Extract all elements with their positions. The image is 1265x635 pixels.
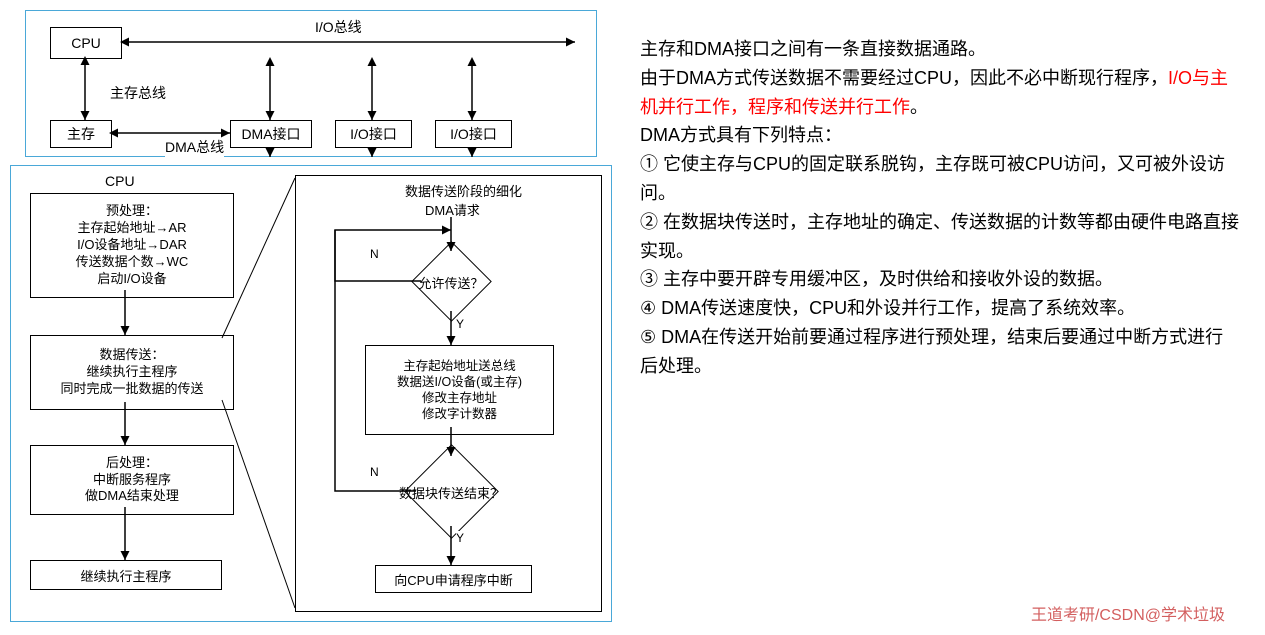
op-l3: 修改主存地址 bbox=[422, 390, 497, 406]
op-l1: 主存起始地址送总线 bbox=[403, 358, 516, 374]
pre-l2: 主存起始地址→AR bbox=[77, 220, 186, 237]
mem-box: 主存 bbox=[50, 120, 112, 148]
pre-l1: 预处理： bbox=[106, 203, 158, 220]
io-bus-label: I/O总线 bbox=[315, 17, 362, 37]
xfer-l1: 数据传送： bbox=[99, 347, 164, 364]
dma-if-box: DMA接口 bbox=[230, 120, 312, 148]
xfer-l3: 同时完成一批数据的传送 bbox=[60, 381, 203, 398]
i2: ② 在数据块传送时，主存地址的确定、传送数据的计数等都由硬件电路直接实现。 bbox=[640, 208, 1240, 266]
io-if2-box: I/O接口 bbox=[435, 120, 512, 148]
footer-watermark: 王道考研/CSDN@学术垃圾 bbox=[1031, 601, 1225, 625]
mem-bus-label: 主存总线 bbox=[110, 83, 166, 103]
i3: ③ 主存中要开辟专用缓冲区，及时供给和接收外设的数据。 bbox=[640, 265, 1240, 294]
done-n: N bbox=[370, 465, 379, 479]
p1c: 。 bbox=[910, 97, 928, 117]
op-l4: 修改字计数器 bbox=[422, 406, 497, 422]
done-y: Y bbox=[456, 531, 464, 545]
post-l1: 后处理： bbox=[106, 455, 158, 472]
para1: 主存和DMA接口之间有一条直接数据通路。 由于DMA方式传送数据不需要经过CPU… bbox=[640, 35, 1240, 121]
post-box: 后处理： 中断服务程序 做DMA结束处理 bbox=[30, 445, 234, 515]
post-l3: 做DMA结束处理 bbox=[85, 488, 179, 505]
xfer-box: 数据传送： 继续执行主程序 同时完成一批数据的传送 bbox=[30, 335, 234, 410]
left-flow-title: CPU bbox=[105, 173, 135, 189]
pre-l5: 启动I/O设备 bbox=[97, 271, 166, 288]
pre-l4: 传送数据个数→WC bbox=[76, 254, 189, 271]
cont-box: 继续执行主程序 bbox=[30, 560, 222, 590]
dma-req-label: DMA请求 bbox=[425, 200, 480, 219]
p1b: 由于DMA方式传送数据不需要经过CPU，因此不必中断现行程序， bbox=[640, 68, 1168, 88]
xfer-l2: 继续执行主程序 bbox=[86, 364, 177, 381]
post-l2: 中断服务程序 bbox=[93, 472, 171, 489]
op-box: 主存起始地址送总线 数据送I/O设备(或主存) 修改主存地址 修改字计数器 bbox=[365, 345, 554, 435]
i4: ④ DMA传送速度快，CPU和外设并行工作，提高了系统效率。 bbox=[640, 294, 1240, 323]
explanation-text: 主存和DMA接口之间有一条直接数据通路。 由于DMA方式传送数据不需要经过CPU… bbox=[640, 35, 1240, 381]
dma-bus-label: DMA总线 bbox=[165, 137, 224, 157]
pre-l3: I/O设备地址→DAR bbox=[77, 237, 187, 254]
allow-diamond-label: 允许传送？ bbox=[391, 273, 511, 292]
op-l2: 数据送I/O设备(或主存) bbox=[397, 374, 522, 390]
allow-y: Y bbox=[456, 317, 464, 331]
p2: DMA方式具有下列特点： bbox=[640, 121, 1240, 150]
irq-box: 向CPU申请程序中断 bbox=[375, 565, 532, 593]
i5: ⑤ DMA在传送开始前要通过程序进行预处理，结束后要通过中断方式进行后处理。 bbox=[640, 323, 1240, 381]
p1a: 主存和DMA接口之间有一条直接数据通路。 bbox=[640, 39, 986, 59]
done-diamond-label: 数据块传送结束？ bbox=[391, 483, 511, 502]
io-if1-box: I/O接口 bbox=[335, 120, 412, 148]
cpu-box: CPU bbox=[50, 27, 122, 59]
pre-box: 预处理： 主存起始地址→AR I/O设备地址→DAR 传送数据个数→WC 启动I… bbox=[30, 193, 234, 298]
right-flow-title: 数据传送阶段的细化 bbox=[405, 181, 522, 200]
allow-n: N bbox=[370, 247, 379, 261]
i1: ① 它使主存与CPU的固定联系脱钩，主存既可被CPU访问，又可被外设访问。 bbox=[640, 150, 1240, 208]
diagram-area: CPU 主存 DMA接口 I/O接口 I/O接口 I/O总线 主存总线 DMA总… bbox=[5, 5, 615, 625]
